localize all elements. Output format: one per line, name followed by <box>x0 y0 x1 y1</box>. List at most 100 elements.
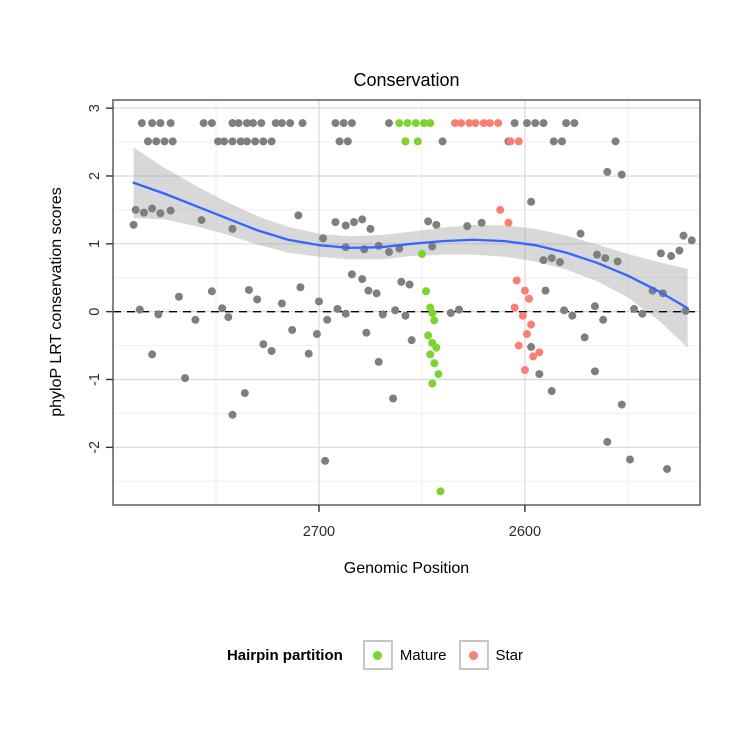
data-point-other <box>463 222 472 231</box>
data-point-other <box>259 340 268 349</box>
data-point-other <box>152 137 161 146</box>
mature-point-icon <box>373 650 383 660</box>
data-point-other <box>166 119 175 128</box>
data-point-other <box>249 119 258 128</box>
data-point-mature <box>401 137 410 146</box>
plot-panel <box>113 100 700 505</box>
x-tick-label: 2600 <box>509 524 541 540</box>
data-point-other <box>347 119 356 128</box>
data-point-mature <box>424 331 433 340</box>
data-point-other <box>679 231 688 240</box>
data-point-other <box>253 295 262 304</box>
data-point-star <box>471 119 480 128</box>
data-point-other <box>240 389 249 398</box>
data-point-other <box>638 309 647 318</box>
data-point-other <box>341 221 350 230</box>
data-point-other <box>214 137 223 146</box>
data-point-other <box>242 137 251 146</box>
data-point-other <box>611 137 620 146</box>
data-point-star <box>450 119 459 128</box>
data-point-other <box>675 246 684 255</box>
legend-title: Hairpin partition <box>226 646 343 664</box>
data-point-other <box>347 270 356 279</box>
data-point-other <box>220 137 229 146</box>
data-point-other <box>401 311 410 320</box>
data-point-other <box>312 330 321 339</box>
data-point-star <box>518 311 527 320</box>
data-point-mature <box>411 119 420 128</box>
data-point-other <box>405 280 414 289</box>
data-point-other <box>160 137 169 146</box>
data-point-star <box>512 276 521 285</box>
data-point-other <box>547 254 556 263</box>
data-point-other <box>560 306 569 315</box>
data-point-other <box>166 206 175 215</box>
data-point-other <box>335 137 344 146</box>
data-point-other <box>224 313 233 322</box>
data-point-other <box>148 350 157 359</box>
data-point-other <box>129 220 138 229</box>
data-point-other <box>257 119 266 128</box>
data-point-mature <box>434 370 443 379</box>
data-point-other <box>555 258 564 267</box>
data-point-other <box>296 283 305 292</box>
data-point-other <box>319 234 328 243</box>
data-point-other <box>199 119 208 128</box>
data-point-other <box>156 119 165 128</box>
data-point-star <box>520 286 529 295</box>
data-point-other <box>687 236 696 245</box>
data-point-other <box>428 242 437 251</box>
data-point-other <box>174 292 183 301</box>
data-point-other <box>531 119 540 128</box>
data-point-other <box>667 252 676 261</box>
data-point-other <box>298 119 307 128</box>
data-point-mature <box>436 487 445 496</box>
data-point-other <box>391 306 400 315</box>
legend-item-star: Star <box>458 640 524 670</box>
data-point-other <box>304 349 313 358</box>
data-point-other <box>372 289 381 298</box>
data-point-mature <box>426 119 435 128</box>
data-point-other <box>455 305 464 314</box>
data-point-other <box>349 218 358 227</box>
data-point-other <box>603 167 612 176</box>
data-point-other <box>277 299 286 308</box>
data-point-other <box>267 137 276 146</box>
data-point-other <box>547 387 556 396</box>
data-point-other <box>522 119 531 128</box>
legend-label-star: Star <box>495 646 524 664</box>
data-point-mature <box>428 309 437 318</box>
data-point-other <box>580 333 589 342</box>
y-tick-label: 0 <box>87 308 103 316</box>
data-point-other <box>267 347 276 356</box>
plot-title: Conservation <box>353 70 460 90</box>
data-point-star <box>522 330 531 339</box>
data-point-other <box>343 137 352 146</box>
data-point-mature <box>430 316 439 325</box>
data-point-other <box>137 119 146 128</box>
data-point-other <box>228 410 237 419</box>
star-point-icon <box>469 650 478 660</box>
data-point-other <box>191 315 200 324</box>
data-point-other <box>236 137 245 146</box>
y-tick-label: -2 <box>87 441 103 454</box>
data-point-star <box>529 352 538 361</box>
data-point-other <box>395 244 404 253</box>
legend-key-star <box>458 640 489 670</box>
data-point-other <box>510 119 519 128</box>
data-point-other <box>341 309 350 318</box>
data-point-other <box>234 119 243 128</box>
data-point-star <box>457 119 466 128</box>
smooth-line <box>132 181 689 310</box>
data-point-other <box>207 119 216 128</box>
data-point-star <box>465 119 474 128</box>
data-point-star <box>494 119 503 128</box>
data-point-other <box>570 119 579 128</box>
legend-item-mature: Mature <box>362 640 447 670</box>
data-point-other <box>384 247 393 256</box>
confidence-band <box>133 147 688 348</box>
data-point-mature <box>426 350 435 359</box>
data-point-other <box>590 367 599 376</box>
data-point-other <box>288 325 297 334</box>
